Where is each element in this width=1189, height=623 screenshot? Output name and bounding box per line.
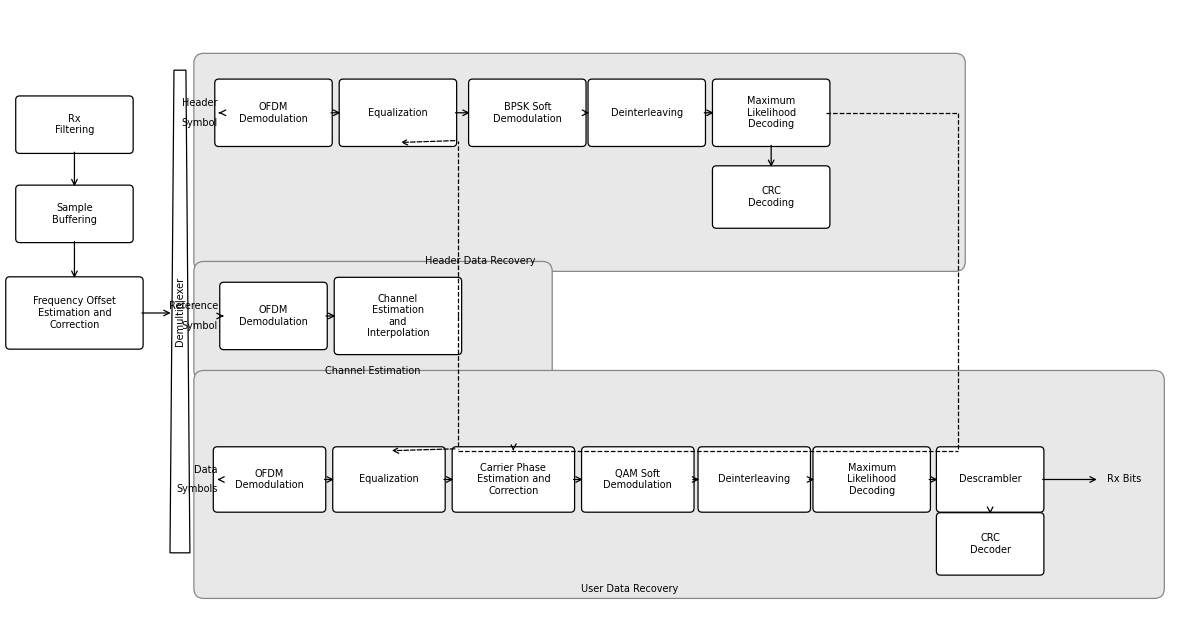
Text: Symbol: Symbol: [182, 321, 218, 331]
Text: Maximum
Likelihood
Decoding: Maximum Likelihood Decoding: [847, 463, 897, 496]
Text: User Data Recovery: User Data Recovery: [581, 584, 679, 594]
Text: Channel Estimation: Channel Estimation: [326, 366, 421, 376]
FancyBboxPatch shape: [220, 282, 327, 350]
FancyBboxPatch shape: [712, 166, 830, 228]
Text: BPSK Soft
Demodulation: BPSK Soft Demodulation: [493, 102, 561, 123]
FancyBboxPatch shape: [215, 79, 332, 146]
Text: Rx Bits: Rx Bits: [1107, 475, 1141, 485]
Text: Equalization: Equalization: [369, 108, 428, 118]
FancyBboxPatch shape: [589, 79, 705, 146]
FancyBboxPatch shape: [468, 79, 586, 146]
Text: Symbols: Symbols: [176, 485, 218, 495]
FancyBboxPatch shape: [581, 447, 694, 512]
FancyBboxPatch shape: [698, 447, 811, 512]
Text: Maximum
Likelihood
Decoding: Maximum Likelihood Decoding: [747, 96, 795, 130]
FancyBboxPatch shape: [334, 277, 461, 354]
Text: Channel
Estimation
and
Interpolation: Channel Estimation and Interpolation: [366, 293, 429, 338]
FancyBboxPatch shape: [333, 447, 445, 512]
Text: Symbol: Symbol: [182, 118, 218, 128]
Polygon shape: [170, 70, 190, 553]
FancyBboxPatch shape: [937, 513, 1044, 575]
FancyBboxPatch shape: [6, 277, 143, 349]
Text: OFDM
Demodulation: OFDM Demodulation: [235, 468, 304, 490]
FancyBboxPatch shape: [937, 447, 1044, 512]
FancyBboxPatch shape: [194, 371, 1164, 599]
FancyBboxPatch shape: [339, 79, 457, 146]
FancyBboxPatch shape: [194, 262, 552, 381]
Text: Header Data Recovery: Header Data Recovery: [426, 257, 536, 267]
Text: Data: Data: [194, 465, 218, 475]
FancyBboxPatch shape: [813, 447, 931, 512]
FancyBboxPatch shape: [194, 54, 965, 272]
Text: Reference: Reference: [169, 301, 218, 311]
Text: Demultiplexer: Demultiplexer: [175, 277, 185, 346]
Text: OFDM
Demodulation: OFDM Demodulation: [239, 102, 308, 123]
FancyBboxPatch shape: [15, 96, 133, 153]
FancyBboxPatch shape: [712, 79, 830, 146]
Text: Descrambler: Descrambler: [958, 475, 1021, 485]
Text: Equalization: Equalization: [359, 475, 419, 485]
Text: CRC
Decoder: CRC Decoder: [970, 533, 1011, 554]
Text: Header: Header: [182, 98, 218, 108]
FancyBboxPatch shape: [213, 447, 326, 512]
FancyBboxPatch shape: [452, 447, 574, 512]
Text: QAM Soft
Demodulation: QAM Soft Demodulation: [603, 468, 672, 490]
Text: Carrier Phase
Estimation and
Correction: Carrier Phase Estimation and Correction: [477, 463, 551, 496]
Text: Rx
Filtering: Rx Filtering: [55, 114, 94, 135]
Text: CRC
Decoding: CRC Decoding: [748, 186, 794, 208]
Text: Frequency Offset
Estimation and
Correction: Frequency Offset Estimation and Correcti…: [33, 297, 115, 330]
Text: OFDM
Demodulation: OFDM Demodulation: [239, 305, 308, 326]
Text: Deinterleaving: Deinterleaving: [718, 475, 791, 485]
Text: Sample
Buffering: Sample Buffering: [52, 203, 96, 225]
Text: Deinterleaving: Deinterleaving: [611, 108, 682, 118]
FancyBboxPatch shape: [15, 185, 133, 242]
